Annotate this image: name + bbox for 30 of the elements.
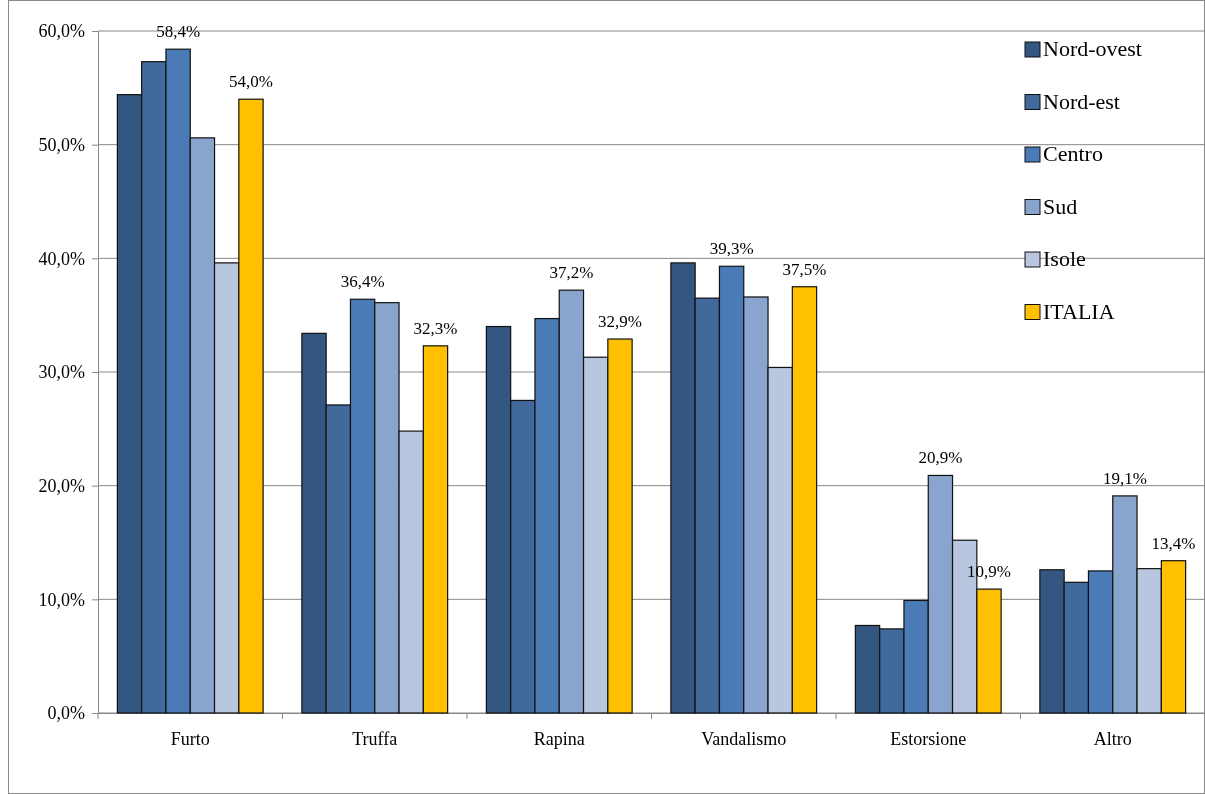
y-tick-label: 60,0% [38, 21, 85, 42]
x-tick-label: Furto [170, 728, 210, 749]
data-label: 37,5% [782, 259, 827, 279]
x-tick-label: Estorsione [890, 728, 967, 749]
legend-label: Isole [1043, 246, 1086, 271]
data-label: 32,3% [413, 318, 458, 338]
x-tick-label: Altro [1093, 728, 1132, 749]
x-tick-label: Rapina [533, 728, 585, 749]
data-label: 36,4% [340, 272, 385, 292]
data-label: 13,4% [1151, 533, 1196, 553]
legend-label: Centro [1043, 141, 1103, 166]
y-tick-label: 0,0% [47, 703, 85, 724]
legend-label: Sud [1043, 193, 1078, 219]
data-label: 20,9% [918, 448, 963, 468]
data-label: 37,2% [549, 263, 594, 283]
y-tick-label: 30,0% [38, 362, 85, 383]
y-tick-label: 40,0% [38, 248, 85, 269]
data-label: 19,1% [1102, 468, 1147, 488]
data-label: 39,3% [709, 239, 754, 259]
data-label: 54,0% [229, 72, 273, 92]
data-label: 32,9% [598, 312, 642, 332]
legend-label: Nord-ovest [1043, 36, 1142, 61]
data-label: 58,4% [156, 22, 201, 42]
y-tick-label: 10,0% [38, 589, 85, 610]
y-tick-label: 50,0% [38, 134, 85, 155]
x-tick-label: Truffa [352, 728, 398, 749]
legend-label: ITALIA [1043, 298, 1115, 324]
legend-label: Nord-est [1043, 88, 1120, 114]
x-tick-label: Vandalismo [701, 728, 787, 749]
y-tick-label: 20,0% [38, 475, 85, 496]
